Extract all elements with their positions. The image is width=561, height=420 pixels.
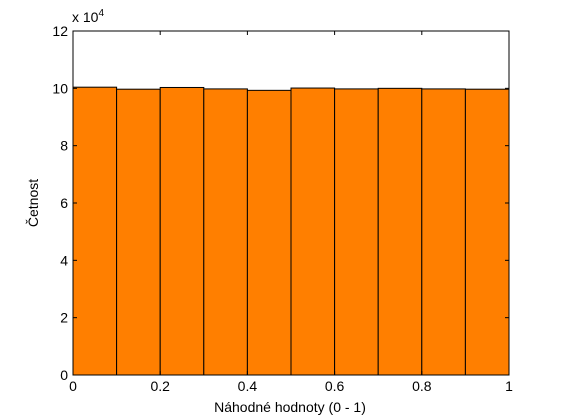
y-tick-label: 8 [60,138,68,154]
histogram-bar [290,87,336,376]
x-tick-label: 0.8 [412,378,432,394]
y-scale-multiplier: x 104 [72,8,104,25]
y-tick-label: 4 [60,252,68,268]
y-tick-label: 0 [60,367,68,383]
histogram-bar [203,88,248,376]
y-tick-label: 2 [60,310,68,326]
x-ticks-group: 0 0.2 0.4 0.6 0.8 1 [69,31,513,394]
y-ticks-group: 0 2 4 6 8 10 12 [52,23,509,383]
y-scale-base: x 10 [72,9,99,25]
histogram-bar [421,88,466,376]
x-tick-label: 0 [69,378,77,394]
x-tick-label: 1 [505,378,513,394]
bars-group [72,86,510,376]
y-tick-label: 10 [52,80,68,96]
x-tick-label: 0.2 [150,378,170,394]
histogram-bar [377,87,423,376]
y-tick-label: 6 [60,195,68,211]
x-tick-label: 0.4 [238,378,258,394]
x-tick-label: 0.6 [325,378,345,394]
x-axis-label: Náhodné hodnoty (0 - 1) [214,399,366,415]
y-axis-label: Četnost [25,179,41,227]
histogram-bar [159,86,205,376]
histogram-bar [72,86,118,376]
histogram-bar [246,89,292,376]
y-tick-label: 12 [52,23,68,39]
y-scale-exponent: 4 [98,8,104,19]
histogram-bar [334,88,379,376]
histogram-bar [116,88,161,376]
histogram-bar [464,88,510,376]
